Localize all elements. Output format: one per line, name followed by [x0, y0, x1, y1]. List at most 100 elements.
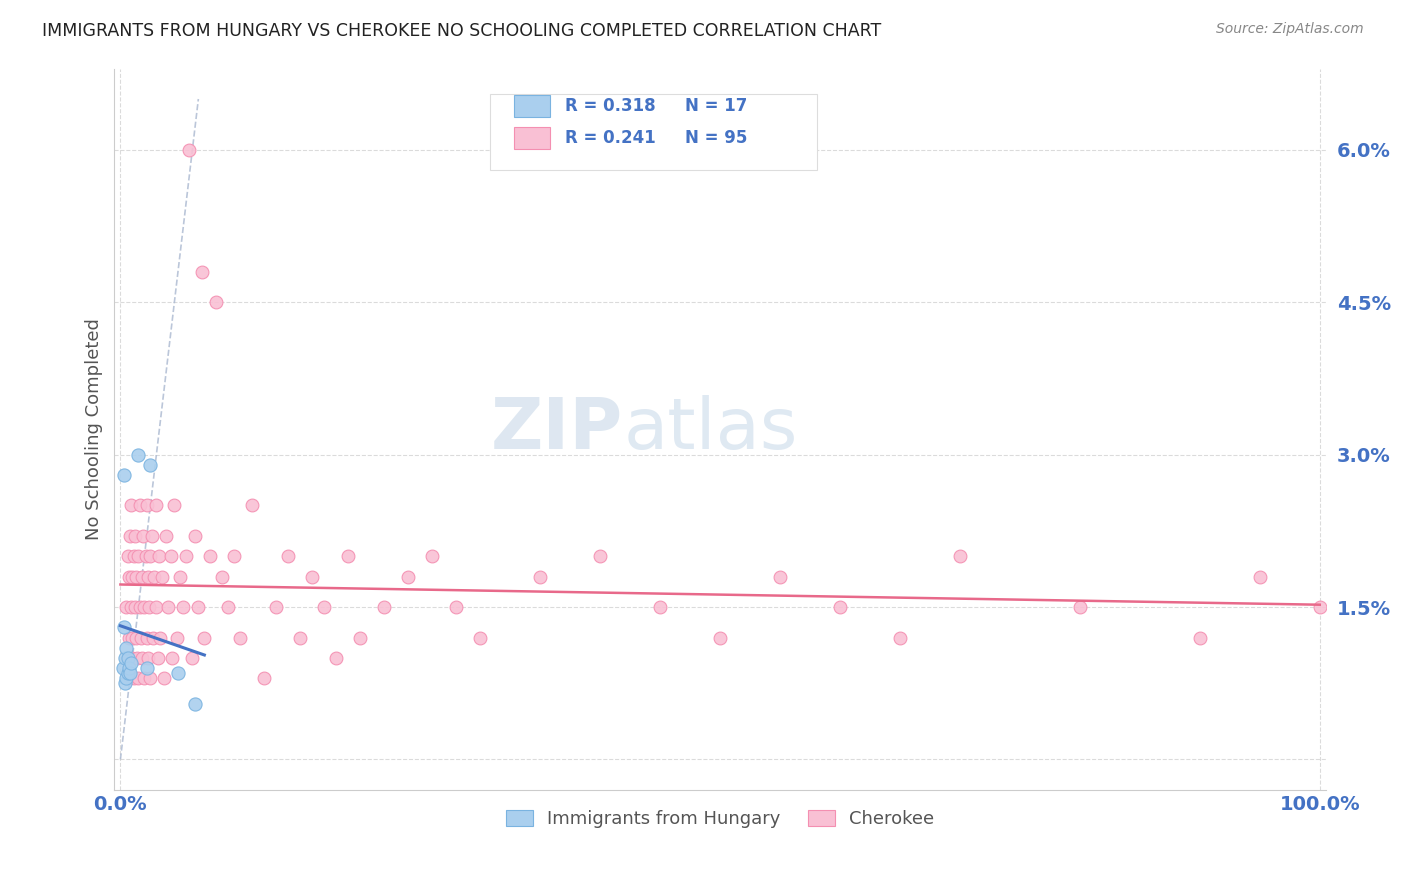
Point — [134, 600, 156, 615]
Point — [118, 661, 141, 675]
Point — [172, 600, 194, 615]
Point — [420, 549, 443, 564]
Point — [169, 569, 191, 583]
Point — [142, 631, 165, 645]
Point — [112, 467, 135, 482]
Point — [337, 549, 360, 564]
Point — [159, 549, 181, 564]
Text: IMMIGRANTS FROM HUNGARY VS CHEROKEE NO SCHOOLING COMPLETED CORRELATION CHART: IMMIGRANTS FROM HUNGARY VS CHEROKEE NO S… — [42, 22, 882, 40]
Point — [146, 650, 169, 665]
Point — [187, 600, 209, 615]
Point — [167, 666, 190, 681]
Point — [650, 600, 672, 615]
Point — [181, 650, 204, 665]
Point — [200, 549, 222, 564]
Text: N = 17: N = 17 — [685, 96, 748, 114]
Point — [889, 631, 911, 645]
Point — [266, 600, 288, 615]
Point — [349, 631, 371, 645]
Point — [277, 549, 299, 564]
Point — [121, 650, 143, 665]
Point — [135, 661, 157, 675]
Point — [828, 600, 851, 615]
Point — [139, 549, 162, 564]
FancyBboxPatch shape — [515, 127, 551, 149]
Text: R = 0.318: R = 0.318 — [565, 96, 655, 114]
Point — [205, 295, 228, 310]
Point — [127, 448, 149, 462]
Point — [115, 600, 138, 615]
Text: Source: ZipAtlas.com: Source: ZipAtlas.com — [1216, 22, 1364, 37]
Point — [145, 600, 167, 615]
Point — [132, 529, 155, 543]
Point — [290, 631, 312, 645]
Point — [141, 529, 163, 543]
Point — [166, 631, 188, 645]
Point — [769, 569, 792, 583]
Point — [217, 600, 239, 615]
Point — [191, 265, 214, 279]
Point — [121, 569, 143, 583]
Point — [120, 499, 142, 513]
Point — [138, 600, 160, 615]
Point — [118, 569, 141, 583]
Point — [529, 569, 551, 583]
Point — [253, 671, 276, 685]
Point — [301, 569, 323, 583]
Point — [240, 499, 263, 513]
Point — [122, 549, 145, 564]
Point — [139, 671, 162, 685]
Point — [148, 549, 170, 564]
Point — [145, 499, 167, 513]
Point — [589, 549, 612, 564]
Point — [184, 697, 207, 711]
Point — [224, 549, 246, 564]
Point — [115, 671, 138, 685]
Point — [229, 631, 252, 645]
Point — [127, 650, 149, 665]
Point — [118, 666, 141, 681]
Point — [117, 650, 139, 665]
Text: N = 95: N = 95 — [685, 128, 748, 147]
Point — [157, 600, 180, 615]
FancyBboxPatch shape — [515, 95, 551, 117]
Point — [117, 650, 139, 665]
Point — [124, 600, 146, 615]
Point — [128, 600, 150, 615]
Point — [111, 661, 134, 675]
Legend: Immigrants from Hungary, Cherokee: Immigrants from Hungary, Cherokee — [499, 802, 942, 835]
Point — [117, 666, 139, 681]
Point — [127, 549, 149, 564]
Point — [396, 569, 419, 583]
Point — [193, 631, 215, 645]
Point — [470, 631, 492, 645]
Point — [149, 631, 172, 645]
Point — [325, 650, 347, 665]
FancyBboxPatch shape — [489, 94, 817, 169]
Point — [120, 656, 142, 670]
Text: ZIP: ZIP — [491, 395, 623, 464]
Point — [135, 631, 157, 645]
Text: R = 0.241: R = 0.241 — [565, 128, 655, 147]
Point — [131, 650, 153, 665]
Point — [114, 676, 136, 690]
Point — [128, 499, 150, 513]
Point — [211, 569, 233, 583]
Y-axis label: No Schooling Completed: No Schooling Completed — [86, 318, 103, 541]
Point — [124, 529, 146, 543]
Point — [131, 569, 153, 583]
Point — [177, 143, 200, 157]
Point — [134, 671, 156, 685]
Point — [118, 529, 141, 543]
Point — [176, 549, 198, 564]
Point — [127, 671, 149, 685]
Point — [150, 569, 173, 583]
Point — [155, 529, 177, 543]
Point — [373, 600, 395, 615]
Point — [122, 671, 145, 685]
Point — [112, 620, 135, 634]
Point — [125, 569, 148, 583]
Point — [135, 549, 157, 564]
Point — [135, 499, 157, 513]
Point — [125, 631, 148, 645]
